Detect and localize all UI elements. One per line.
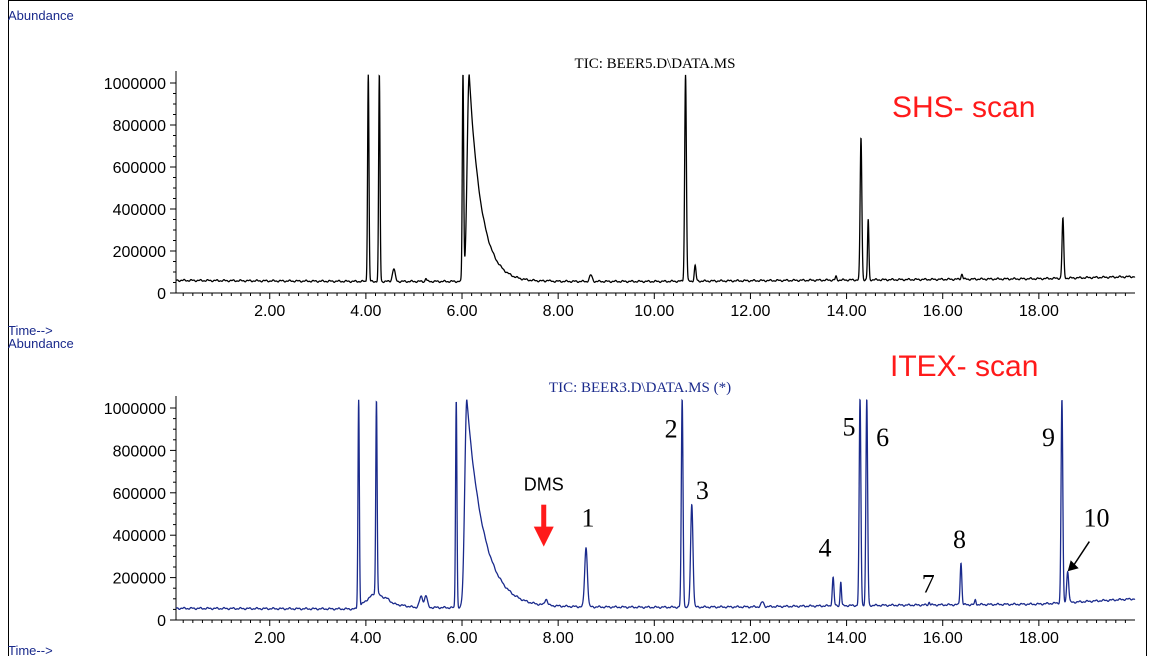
dms-label: DMS <box>524 475 564 495</box>
y-tick-label: 600000 <box>113 160 166 177</box>
x-tick-label: 16.00 <box>923 303 963 320</box>
peak-label-9: 9 <box>1042 423 1055 452</box>
peak-label-3: 3 <box>696 476 709 505</box>
x-tick-label: 2.00 <box>254 303 285 320</box>
peak-label-1: 1 <box>581 504 594 533</box>
abundance-label-bottom: Abundance <box>8 336 74 351</box>
x-tick-label: 12.00 <box>730 630 770 647</box>
peak-label-7: 7 <box>922 569 935 598</box>
y-tick-label: 1000000 <box>104 401 166 418</box>
chart-panel-2: 0 200000 400000 600000 800000 1000000 2.00 4.00… <box>104 396 1136 647</box>
peak-label-5: 5 <box>842 413 855 442</box>
x-tick-label: 18.00 <box>1019 303 1059 320</box>
peak-label-6: 6 <box>876 423 889 452</box>
x-tick-label: 8.00 <box>543 303 574 320</box>
time-label-bottom: Time--> <box>8 643 53 658</box>
chart-title-bottom: TIC: BEER3.D\DATA.MS (*) <box>548 380 732 396</box>
x-tick-label: 6.00 <box>446 303 477 320</box>
y-tick-label: 1000000 <box>104 76 166 93</box>
chart-title-top: TIC: BEER5.D\DATA.MS <box>574 56 736 72</box>
x-tick-label: 8.00 <box>543 630 574 647</box>
y-tick-label: 400000 <box>113 528 166 545</box>
y-tick-label: 200000 <box>113 571 166 588</box>
peak-label-8: 8 <box>953 525 966 554</box>
y-tick-label: 200000 <box>113 244 166 261</box>
x-tick-label: 14.00 <box>827 630 867 647</box>
x-tick-label: 6.00 <box>446 630 477 647</box>
abundance-label-top: Abundance <box>8 8 74 23</box>
x-tick-label: 18.00 <box>1019 630 1059 647</box>
y-tick-label: 800000 <box>113 118 166 135</box>
peak-10-pointer-arrow <box>1073 541 1090 566</box>
chart-panel-1: 0 200000 400000 600000 800000 1000000 2.00 4.00… <box>104 71 1136 320</box>
dms-arrow-head <box>533 526 554 547</box>
y-tick-label: 0 <box>157 613 166 630</box>
peak-label-4: 4 <box>818 533 831 562</box>
x-tick-label: 14.00 <box>827 303 867 320</box>
x-tick-label: 4.00 <box>350 630 381 647</box>
x-tick-label: 12.00 <box>730 303 770 320</box>
x-tick-label: 4.00 <box>350 303 381 320</box>
y-tick-label: 600000 <box>113 486 166 503</box>
peak-label-10: 10 <box>1084 504 1110 533</box>
series-line <box>175 398 1136 611</box>
peak-label-2: 2 <box>665 415 678 444</box>
x-tick-label: 10.00 <box>634 303 674 320</box>
y-tick-label: 800000 <box>113 443 166 460</box>
x-tick-label: 2.00 <box>254 630 285 647</box>
y-tick-label: 400000 <box>113 202 166 219</box>
peak-10-pointer-arrowhead <box>1067 560 1079 572</box>
x-tick-label: 16.00 <box>923 630 963 647</box>
scan-label-top: SHS- scan <box>892 91 1036 124</box>
x-tick-label: 10.00 <box>634 630 674 647</box>
y-tick-label: 0 <box>157 286 166 303</box>
series-line <box>175 74 1136 284</box>
time-label-top: Time--> <box>8 323 53 338</box>
figure-frame <box>8 0 1147 656</box>
scan-label-bottom: ITEX- scan <box>890 350 1039 383</box>
